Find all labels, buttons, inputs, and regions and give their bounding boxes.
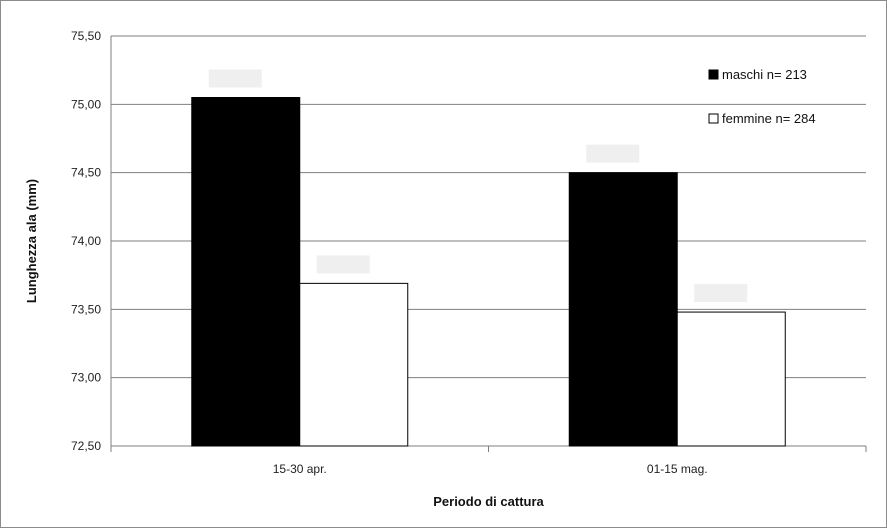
data-label-box — [586, 144, 640, 163]
legend-swatch-maschi — [708, 69, 719, 80]
y-axis-title: Lunghezza ala (mm) — [24, 179, 39, 303]
legend-label-maschi: maschi n= 213 — [722, 67, 807, 82]
x-tick-label: 15-30 apr. — [273, 462, 327, 476]
data-label-box — [208, 69, 262, 88]
y-tick-label: 74,50 — [71, 166, 101, 180]
bar-maschi-2 — [568, 172, 678, 447]
bar-femmine-1 — [299, 282, 409, 447]
data-label-box — [316, 255, 370, 274]
y-tick-label: 75,00 — [71, 97, 101, 111]
x-tick-label: 01-15 mag. — [647, 462, 708, 476]
x-axis-title: Periodo di cattura — [433, 494, 544, 509]
y-tick-label: 72,50 — [71, 439, 101, 453]
legend-label-femmine: femmine n= 284 — [722, 111, 816, 126]
bar-femmine-2 — [676, 311, 786, 447]
bar-maschi-1 — [191, 97, 301, 447]
legend-swatch-femmine — [708, 113, 719, 124]
data-label-box — [694, 284, 748, 303]
y-tick-label: 75,50 — [71, 29, 101, 43]
y-tick-label: 74,00 — [71, 234, 101, 248]
y-tick-label: 73,50 — [71, 302, 101, 316]
y-tick-label: 73,00 — [71, 371, 101, 385]
